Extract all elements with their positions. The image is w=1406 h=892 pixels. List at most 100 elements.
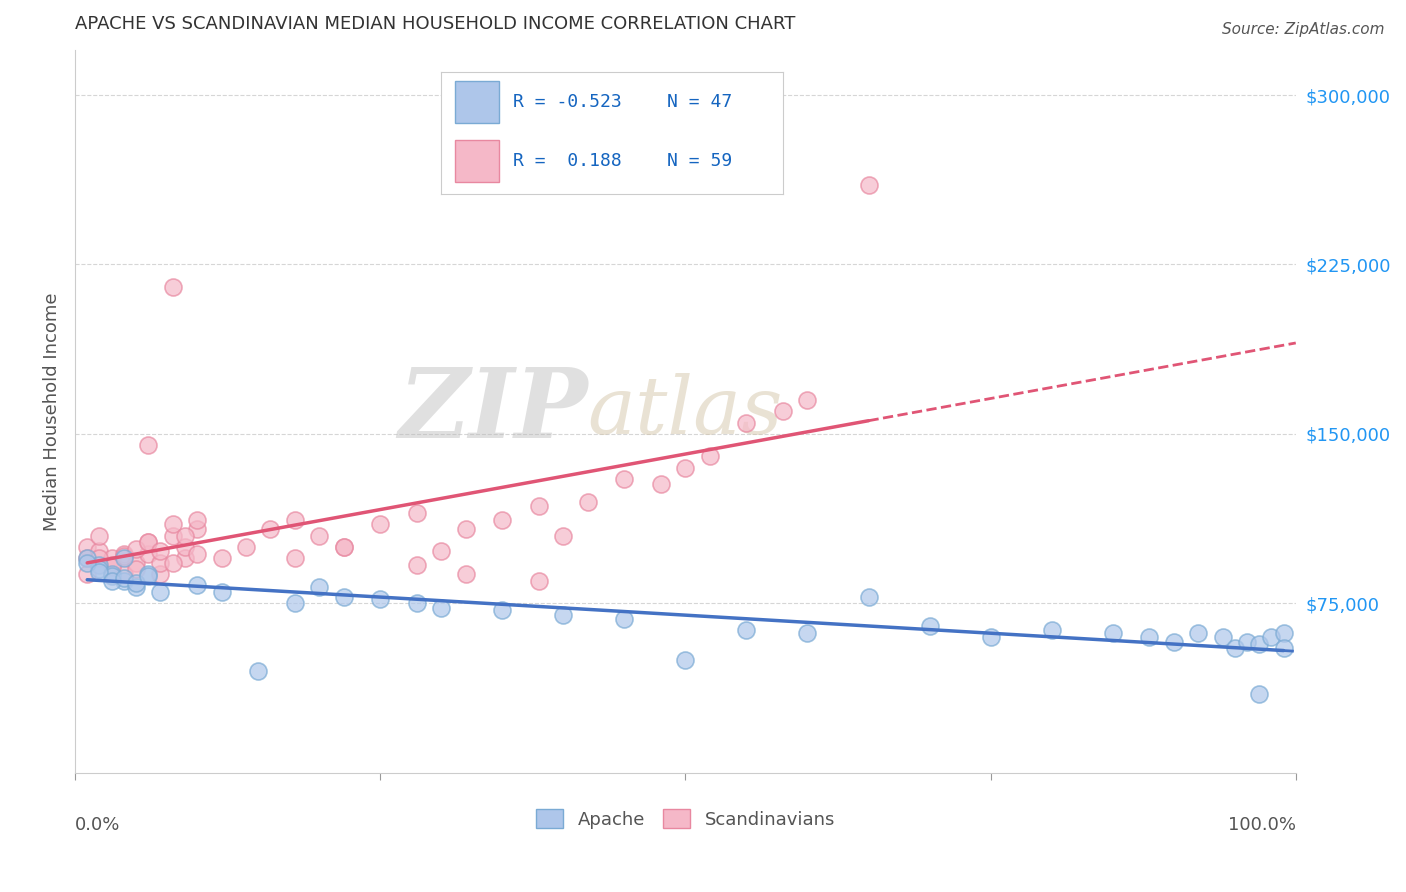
Point [76,551,98,566]
Point [89,558,111,572]
Point [112,551,135,566]
Point [284,596,307,610]
Point [125,581,148,595]
Point [650,476,672,491]
Point [112,571,135,585]
Point [136,535,159,549]
Point [173,540,195,554]
Point [980,630,1002,644]
Point [1272,625,1295,640]
Text: 0.0%: 0.0% [75,816,121,834]
Text: 100.0%: 100.0% [1227,816,1296,834]
Point [89,551,111,566]
Point [149,585,172,599]
Point [772,404,794,418]
Y-axis label: Median Household Income: Median Household Income [44,292,60,531]
Point [149,556,172,570]
Point [1212,630,1234,644]
Point [1272,641,1295,656]
Point [100,569,122,583]
Point [332,590,354,604]
Point [125,542,148,557]
Point [186,547,208,561]
Point [735,416,758,430]
Point [100,551,122,566]
Point [112,566,135,581]
Point [136,547,159,561]
Point [858,590,880,604]
Point [112,547,135,561]
Point [76,551,98,566]
Point [368,517,391,532]
Point [699,450,721,464]
Legend: Apache, Scandinavians: Apache, Scandinavians [529,802,842,836]
Point [186,522,208,536]
Point [613,612,636,626]
Point [1101,625,1123,640]
Point [125,556,148,570]
Point [405,596,427,610]
Point [332,540,354,554]
Point [76,540,98,554]
Point [112,549,135,563]
Point [89,565,111,579]
Text: APACHE VS SCANDINAVIAN MEDIAN HOUSEHOLD INCOME CORRELATION CHART: APACHE VS SCANDINAVIAN MEDIAN HOUSEHOLD … [75,15,796,33]
Point [136,566,159,581]
Point [527,499,550,513]
Point [1260,630,1282,644]
Point [89,562,111,576]
Point [186,578,208,592]
Point [430,600,453,615]
Point [454,566,477,581]
Point [527,574,550,588]
Point [673,653,696,667]
Text: ZIP: ZIP [398,364,588,458]
Point [430,544,453,558]
Point [1137,630,1160,644]
Point [136,438,159,452]
Text: atlas: atlas [588,373,783,450]
Point [1163,634,1185,648]
Point [112,574,135,588]
Point [76,566,98,581]
Point [454,522,477,536]
Point [308,528,330,542]
Point [136,535,159,549]
Text: Source: ZipAtlas.com: Source: ZipAtlas.com [1222,22,1385,37]
Point [553,607,575,622]
Point [89,544,111,558]
Point [235,540,257,554]
Point [284,551,307,566]
Point [162,280,184,294]
Point [858,178,880,193]
Point [613,472,636,486]
Point [186,513,208,527]
Point [735,624,758,638]
Point [162,556,184,570]
Point [125,576,148,591]
Point [405,506,427,520]
Point [553,528,575,542]
Point [1236,634,1258,648]
Point [491,513,513,527]
Point [100,574,122,588]
Point [173,528,195,542]
Point [796,392,818,407]
Point [405,558,427,572]
Point [125,562,148,576]
Point [100,558,122,572]
Point [1249,687,1271,701]
Point [247,664,270,678]
Point [162,528,184,542]
Point [332,540,354,554]
Point [308,581,330,595]
Point [918,619,941,633]
Point [1249,637,1271,651]
Point [76,556,98,570]
Point [1040,624,1063,638]
Point [1187,625,1209,640]
Point [673,460,696,475]
Point [576,494,599,508]
Point [100,566,122,581]
Point [136,569,159,583]
